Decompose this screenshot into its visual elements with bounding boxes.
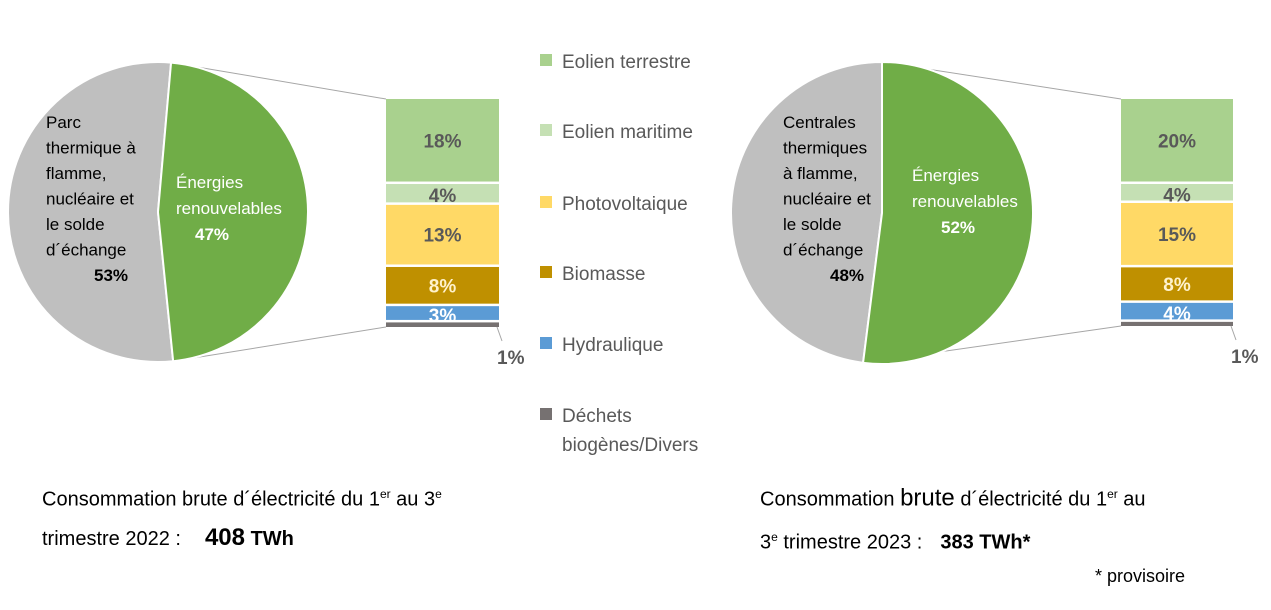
legend-label: Eolien maritime <box>562 122 693 143</box>
bar-segment-hydraulique <box>1121 302 1233 320</box>
pie-label-other: le solde <box>46 215 105 234</box>
bar-segment-eolien-maritime <box>1121 184 1233 201</box>
bar-label: 15% <box>1158 225 1196 246</box>
total-value: 408 <box>204 523 245 551</box>
pie-percent-renewables: 52% <box>941 218 975 237</box>
bar-label: 13% <box>423 226 461 247</box>
pie-percent-renewables: 47% <box>195 225 229 244</box>
bar-label: 3% <box>429 306 457 327</box>
pie-label-other: d´échange <box>46 241 126 260</box>
legend-item: Eolien maritime <box>540 118 693 147</box>
legend-swatch <box>540 196 552 208</box>
bar-label: 1% <box>1231 347 1259 368</box>
pie-label-other: le solde <box>783 215 842 234</box>
bar-label: 8% <box>429 276 457 297</box>
caption-text: Consommation brute d´électricité du 1 <box>42 488 380 511</box>
legend-swatch <box>540 54 552 66</box>
legend-label: Déchets biogènes/Divers <box>562 406 699 456</box>
pie-label-renewables: Énergies <box>912 166 979 185</box>
pie-label-other: nucléaire et <box>46 190 134 209</box>
sup: er <box>379 487 391 501</box>
bar-segment-biomasse <box>1121 267 1233 301</box>
pie-label-other: d´échange <box>783 241 863 260</box>
pie-label-other: thermiques <box>783 139 867 158</box>
leader-line <box>496 326 503 342</box>
bar-segment-d-chets-biog-nes-divers <box>386 322 499 327</box>
bar-label: 4% <box>1163 185 1191 206</box>
footnote: * provisoire <box>1095 566 1186 586</box>
legend-swatch <box>540 124 552 136</box>
bar-label: 4% <box>429 186 457 207</box>
pie-label-renewables: renouvelables <box>912 192 1018 211</box>
caption-text: trimestre 2022 : <box>42 527 181 550</box>
total-unit: TWh <box>250 527 294 550</box>
pie-label-other: Parc <box>46 113 81 132</box>
caption-text: 3 <box>760 531 772 554</box>
caption-text: trimestre 2023 : <box>777 531 923 554</box>
bar-segment-d-chets-biog-nes-divers <box>1121 321 1233 326</box>
pie-label-renewables: Énergies <box>176 173 243 192</box>
caption-2023: Consommation brute d´électricité du 1er … <box>760 476 1146 561</box>
connector-line <box>170 62 387 100</box>
bar-segment-hydraulique <box>386 306 499 320</box>
pie-slice-other <box>730 60 883 364</box>
caption-text: Consommation <box>760 488 901 511</box>
pie-label-other: nucléaire et <box>783 190 871 209</box>
total-value: 383 TWh* <box>940 531 1031 554</box>
bar-label: 18% <box>423 131 461 152</box>
caption-text: brute <box>900 484 955 512</box>
legend-label: Biomasse <box>562 264 646 285</box>
bar-segment-eolien-maritime <box>386 184 499 203</box>
legend-item: Photovoltaique <box>540 190 688 219</box>
leader-line <box>1230 325 1237 341</box>
bar-segment-photovoltaique <box>386 204 499 265</box>
pie-label-other: flamme, <box>46 164 106 183</box>
legend-label: Eolien terrestre <box>562 52 691 73</box>
caption-text: au 3 <box>390 488 436 511</box>
bar-segment-eolien-terrestre <box>1121 99 1233 182</box>
bar-segment-photovoltaique <box>1121 203 1233 265</box>
legend-item: Eolien terrestre <box>540 48 691 77</box>
caption-text: d´électricité du 1 <box>954 488 1108 511</box>
bar-label: 20% <box>1158 131 1196 152</box>
bar-label: 8% <box>1163 275 1191 296</box>
pie-slice-renewables <box>861 60 1034 365</box>
bar-segment-eolien-terrestre <box>386 99 499 182</box>
pie-label-renewables: renouvelables <box>176 199 282 218</box>
connector-line <box>173 326 387 362</box>
pie-slice-renewables <box>156 61 309 363</box>
sup: e <box>435 487 442 501</box>
pie-slice-other <box>7 61 175 363</box>
legend-item: Biomasse <box>540 260 645 289</box>
pie-label-other: thermique à <box>46 139 136 158</box>
sup: er <box>1107 487 1118 501</box>
legend-label: Hydraulique <box>562 335 664 356</box>
caption-2022: Consommation brute d´électricité du 1er … <box>42 476 442 558</box>
legend-item: Déchets biogènes/Divers <box>540 402 732 460</box>
pie-percent-other: 48% <box>830 266 864 285</box>
caption-text: au <box>1117 488 1146 511</box>
pie-label-other: Centrales <box>783 113 856 132</box>
bar-segment-biomasse <box>386 266 499 304</box>
bar-label: 1% <box>497 348 525 369</box>
legend-item: Hydraulique <box>540 331 663 360</box>
pie-percent-other: 53% <box>94 266 128 285</box>
sup: e <box>771 529 778 544</box>
pie-label-other: à flamme, <box>783 164 858 183</box>
legend-swatch <box>540 337 552 349</box>
legend-swatch <box>540 266 552 278</box>
legend-swatch <box>540 408 552 420</box>
legend-label: Photovoltaique <box>562 194 688 215</box>
bar-label: 4% <box>1163 304 1191 325</box>
